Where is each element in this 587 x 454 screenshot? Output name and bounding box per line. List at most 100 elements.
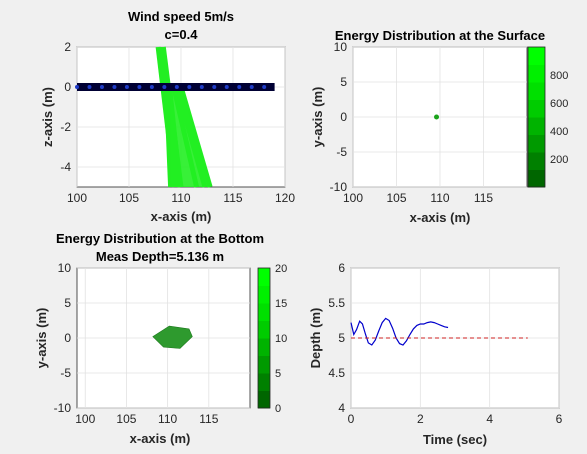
y-tick-label: -5 xyxy=(336,145,347,159)
x-ticks: 0 2 4 6 xyxy=(348,412,563,426)
x-tick-label: 0 xyxy=(348,412,355,426)
chart-title: Energy Distribution at the Surface xyxy=(335,28,545,43)
colorbar: 20 15 10 5 0 xyxy=(257,263,287,415)
x-ticks: 100 105 110 115 xyxy=(343,191,493,205)
y-tick-label: -4 xyxy=(60,160,71,174)
surface-marker xyxy=(137,85,142,89)
y-ticks: 2 0 -2 -4 xyxy=(60,40,71,174)
x-tick-label: 100 xyxy=(67,191,87,205)
x-tick-label: 120 xyxy=(275,191,295,205)
colorbar-step xyxy=(258,390,270,409)
surface-marker xyxy=(224,85,229,89)
y-ticks: 6 5.5 5 4.5 4 xyxy=(328,261,345,415)
colorbar-step xyxy=(258,285,270,304)
colorbar-step xyxy=(258,338,270,356)
x-tick-label: 4 xyxy=(486,412,493,426)
surface-marker xyxy=(112,85,117,89)
y-tick-label: 4 xyxy=(338,401,345,415)
panel-wind-speed: Wind speed 5m/s c=0.4 100 105 110 115 120 2 0… xyxy=(40,9,295,224)
y-tick-label: 0 xyxy=(64,331,71,345)
y-tick-label: 5 xyxy=(340,75,347,89)
energy-points xyxy=(434,114,440,120)
colorbar-step xyxy=(258,355,270,374)
y-tick-label: 10 xyxy=(58,261,72,275)
surface-marker xyxy=(212,85,217,89)
grid xyxy=(77,267,250,409)
x-tick-label: 115 xyxy=(223,191,242,205)
surface-marker xyxy=(162,85,167,89)
y-tick-label: 5 xyxy=(338,331,345,345)
colorbar-tick-label: 600 xyxy=(550,98,568,110)
y-ticks: 10 5 0 -5 -10 xyxy=(330,40,348,194)
y-ticks: 10 5 0 -5 -10 xyxy=(54,261,72,415)
y-tick-label: 6 xyxy=(338,261,345,275)
y-axis-label: y-axis (m) xyxy=(310,87,325,148)
colorbar-frame xyxy=(527,46,546,188)
colorbar-tick-label: 400 xyxy=(550,126,568,138)
y-tick-label: -10 xyxy=(54,401,72,415)
colorbar-step xyxy=(528,134,545,153)
surface-marker xyxy=(249,85,254,89)
chart-title-line1: Wind speed 5m/s xyxy=(128,9,234,24)
y-axis-label: y-axis (m) xyxy=(34,308,49,369)
colorbar-tick-label: 15 xyxy=(275,298,287,310)
chart-title-line2: Meas Depth=5.136 m xyxy=(96,249,224,264)
y-tick-label: 4.5 xyxy=(328,366,345,380)
depth-series-line xyxy=(350,317,449,346)
x-tick-label: 105 xyxy=(119,191,139,205)
surface-marker xyxy=(87,85,92,89)
x-axis-label: Time (sec) xyxy=(423,432,487,447)
colorbar-tick-label: 200 xyxy=(550,154,568,166)
y-tick-label: 10 xyxy=(334,40,348,54)
colorbar-step xyxy=(528,99,545,118)
x-axis-label: x-axis (m) xyxy=(410,210,471,225)
surface-marker xyxy=(237,85,242,89)
colorbar-tick-label: 5 xyxy=(275,368,281,380)
energy-patch xyxy=(152,325,193,349)
chart-title-line1: Energy Distribution at the Bottom xyxy=(56,231,264,246)
colorbar-tick-label: 10 xyxy=(275,333,287,345)
panel-surface-energy: Energy Distribution at the Surface 100 10… xyxy=(310,28,568,225)
surface-marker xyxy=(149,85,154,89)
depth-lines xyxy=(350,317,528,346)
x-ticks: 100 105 110 115 120 xyxy=(67,191,295,205)
colorbar-tick-label: 0 xyxy=(275,403,281,415)
colorbar-step xyxy=(528,152,545,170)
y-tick-label: -5 xyxy=(60,366,71,380)
colorbar: 800 600 400 200 xyxy=(527,46,568,188)
surface-marker xyxy=(75,85,79,89)
colorbar-tick-label: 20 xyxy=(275,263,287,275)
surface-marker xyxy=(174,85,179,89)
panel-bottom-energy: Energy Distribution at the Bottom Meas D… xyxy=(34,231,287,446)
x-tick-label: 100 xyxy=(75,412,95,426)
y-tick-label: -10 xyxy=(330,180,348,194)
y-tick-label: 5 xyxy=(64,296,71,310)
colorbar-step xyxy=(258,268,270,286)
x-tick-label: 115 xyxy=(199,412,218,426)
colorbar-step xyxy=(528,82,545,100)
colorbar-step xyxy=(528,169,545,188)
surface-marker xyxy=(99,85,104,89)
x-tick-label: 110 xyxy=(430,191,449,205)
x-tick-label: 105 xyxy=(116,412,136,426)
energy-ray-band xyxy=(170,87,211,187)
grid xyxy=(350,267,560,409)
energy-rays xyxy=(155,46,213,188)
y-tick-label: -2 xyxy=(60,120,71,134)
colorbar-step xyxy=(258,320,270,339)
colorbar-step xyxy=(258,303,270,321)
y-tick-label: 2 xyxy=(64,40,71,54)
y-axis-label: Depth (m) xyxy=(308,308,323,369)
y-axis-label: z-axis (m) xyxy=(40,87,55,147)
colorbar-step xyxy=(528,117,545,135)
panel-depth-time: 0 2 4 6 6 5.5 5 4.5 4 Time (sec) Depth (m) xyxy=(308,261,563,447)
x-tick-label: 2 xyxy=(417,412,424,426)
chart-title-line2: c=0.4 xyxy=(165,27,199,42)
x-tick-label: 105 xyxy=(386,191,406,205)
colorbar-step xyxy=(528,64,545,83)
surface-marker xyxy=(124,85,129,89)
x-tick-label: 100 xyxy=(343,191,363,205)
x-ticks: 100 105 110 115 xyxy=(75,412,218,426)
x-axis-label: x-axis (m) xyxy=(130,431,191,446)
surface-marker xyxy=(187,85,192,89)
